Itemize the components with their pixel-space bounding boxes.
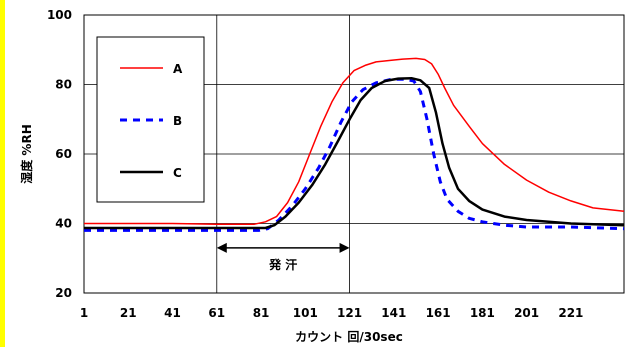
series-line-A <box>84 57 625 225</box>
x-tick-label: 201 <box>514 306 539 320</box>
legend-label-C: C <box>173 166 182 180</box>
x-tick-label: 181 <box>470 306 495 320</box>
annotation-arrow-left-head <box>216 242 227 253</box>
y-axis-label: 湿度 %RH <box>19 124 34 184</box>
x-tick-label: 221 <box>558 306 583 320</box>
y-tick-label: 100 <box>47 8 72 22</box>
x-tick-label: 141 <box>381 306 406 320</box>
x-axis-label: カウント 回/30sec <box>295 330 403 344</box>
x-tick-label: 21 <box>120 306 137 320</box>
x-tick-label: 81 <box>253 306 270 320</box>
x-tick-label: 101 <box>293 306 318 320</box>
legend-label-B: B <box>173 114 182 128</box>
x-tick-label: 121 <box>337 306 362 320</box>
y-tick-label: 20 <box>55 286 72 300</box>
annotation-arrow-right-head <box>339 242 350 253</box>
x-tick-label: 161 <box>426 306 451 320</box>
series-line-C <box>84 76 625 230</box>
y-tick-label: 40 <box>55 217 72 231</box>
x-tick-label: 1 <box>80 306 88 320</box>
x-tick-label: 41 <box>164 306 181 320</box>
y-tick-label: 60 <box>55 147 72 161</box>
left-color-strip <box>0 0 5 347</box>
x-tick-label: 61 <box>208 306 225 320</box>
legend-label-A: A <box>173 62 183 76</box>
annotation-label: 発 汗 <box>268 257 297 272</box>
y-tick-label: 80 <box>55 78 72 92</box>
